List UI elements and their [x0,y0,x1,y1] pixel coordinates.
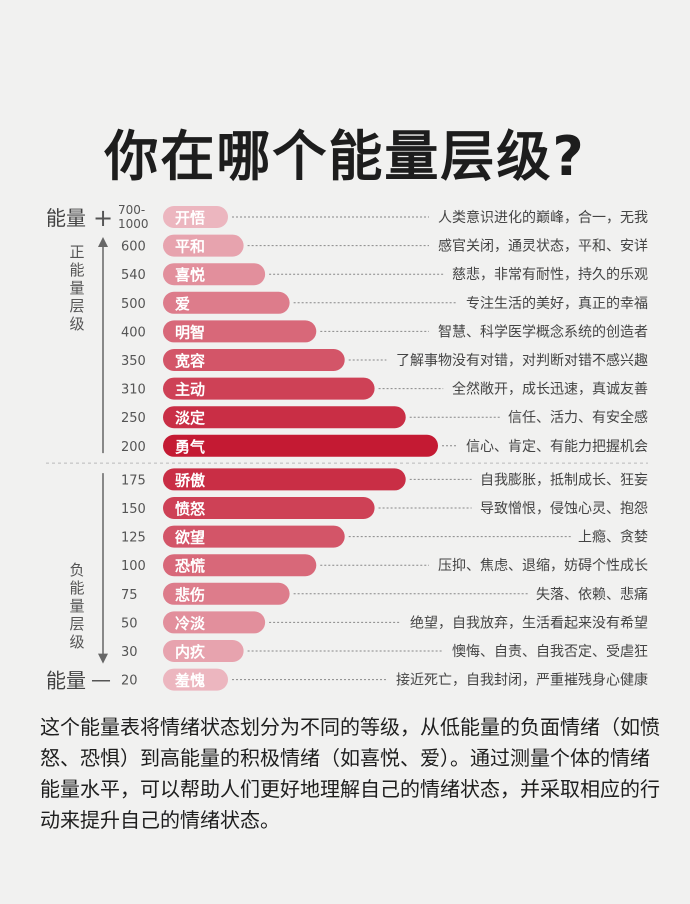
description-16: 接近死亡，自我封闭，严重摧残身心健康 [396,672,648,689]
bar-14 [163,611,266,634]
level-label-15: 30 [121,645,138,660]
description-12: 压抑、焦虑、退缩，妨碍个性成长 [438,558,648,574]
description-15: 懊悔、自责、自我否定、受虐狂 [452,643,648,660]
bar-4 [163,320,317,343]
bar-2 [163,263,266,286]
description-1: 感官关闭，通灵状态，平和、安详 [438,238,648,255]
bar-15 [163,640,244,662]
level-label-5: 350 [121,354,146,369]
bar-label-16: 羞愧 [174,672,205,690]
bar-13 [163,582,290,605]
bar-label-13: 悲伤 [175,586,205,604]
negative-zone-label-char-4: 级 [69,633,84,651]
bar-label-6: 主动 [175,381,205,399]
level-label-0: 700- [118,203,145,217]
bar-label-0: 开悟 [175,209,205,227]
level-label-7: 250 [121,411,146,426]
level-label-9: 175 [121,473,146,488]
arrow-down-icon [98,653,108,664]
bar-label-12: 恐慌 [175,557,205,575]
bar-10 [163,497,375,519]
bar-label-14: 冷淡 [175,614,206,632]
description-9: 自我膨胀，抵制成长、狂妄 [480,471,648,488]
level-label-11: 125 [121,531,146,546]
level-label-8: 200 [121,440,146,455]
bar-label-4: 明智 [175,323,205,341]
level-label-12: 100 [121,559,146,574]
level-label-2: 540 [121,268,146,283]
description-2: 慈悲，非常有耐性，持久的乐观 [452,266,648,283]
negative-zone-label-char-1: 能 [69,579,84,597]
positive-zone-label-char-0: 正 [69,243,84,261]
bar-label-2: 喜悦 [175,266,205,284]
bar-label-1: 平和 [175,238,205,256]
level-label-3: 500 [121,297,146,312]
level-label-0-b: 1000 [118,217,149,231]
bar-label-9: 骄傲 [175,471,206,489]
level-label-4: 400 [121,325,146,340]
description-8: 信心、肯定、有能力把握机会 [466,439,648,455]
negative-zone-label-char-0: 负 [69,561,84,579]
bar-label-11: 欲望 [174,529,205,547]
bar-16 [163,668,228,691]
axis-layer: 700-1000 600 540 500 400 350 310 250 200 175 150 12… [46,203,648,693]
bar-11 [163,525,345,548]
positive-zone-label-char-3: 层 [69,297,84,315]
level-label-13: 75 [121,588,138,603]
description-4: 智慧、科学医学概念系统的创造者 [438,323,648,340]
positive-zone-label-char-2: 量 [69,279,84,297]
description-14: 绝望，自我放弃，生活看起来没有希望 [410,615,648,631]
bar-8 [163,434,438,457]
level-label-14: 50 [121,616,138,631]
description-13: 失落、依赖、悲痛 [536,586,648,603]
bar-label-15: 内疚 [175,643,206,661]
description-3: 专注生活的美好，真正的幸福 [466,296,648,312]
negative-zone-label-char-3: 层 [69,615,84,633]
bar-7 [163,406,406,429]
axis-top-sign: + [93,204,113,232]
energy-level-chart: 700-1000 600 540 500 400 350 310 250 200 175 150 12… [46,203,648,693]
negative-zone-label-char-2: 量 [69,597,84,615]
bar-9 [163,468,406,491]
description-0: 人类意识进化的巅峰，合一，无我 [438,209,648,226]
axis-top-label: 能量 [46,206,86,230]
axis-bottom-sign: — [91,668,111,692]
description-5: 了解事物没有对错，对判断对错不感兴趣 [396,352,648,369]
bar-0 [163,206,228,228]
level-label-6: 310 [121,383,146,398]
level-label-1: 600 [121,240,146,255]
axis-bottom-label: 能量 [46,669,86,693]
page-title: 你在哪个能量层级? [104,125,586,188]
bar-label-7: 淡定 [175,409,205,427]
description-10: 导致憎恨，侵蚀心灵、抱怨 [480,500,648,517]
description-11: 上瘾、贪婪 [578,529,648,546]
bar-12 [163,554,317,577]
bar-6 [163,377,375,400]
level-label-10: 150 [121,502,146,517]
bar-label-3: 爱 [175,295,190,313]
arrow-up-icon [98,237,108,247]
bar-label-8: 勇气 [175,438,205,456]
bar-3 [163,291,290,314]
bar-1 [163,234,244,257]
description-paragraph: 这个能量表将情绪状态划分为不同的等级，从低能量的负面情绪（如愤怒、恐惧）到高能量… [40,715,660,832]
bar-label-5: 宽容 [174,352,205,370]
description-6: 全然敞开，成长迅速，真诚友善 [452,381,648,398]
bar-5 [163,349,345,371]
description-7: 信任、活力、有安全感 [508,409,648,426]
level-label-16: 20 [121,674,138,689]
bar-label-10: 愤怒 [175,500,205,518]
positive-zone-label-char-1: 能 [69,261,84,279]
positive-zone-label-char-4: 级 [69,315,84,333]
